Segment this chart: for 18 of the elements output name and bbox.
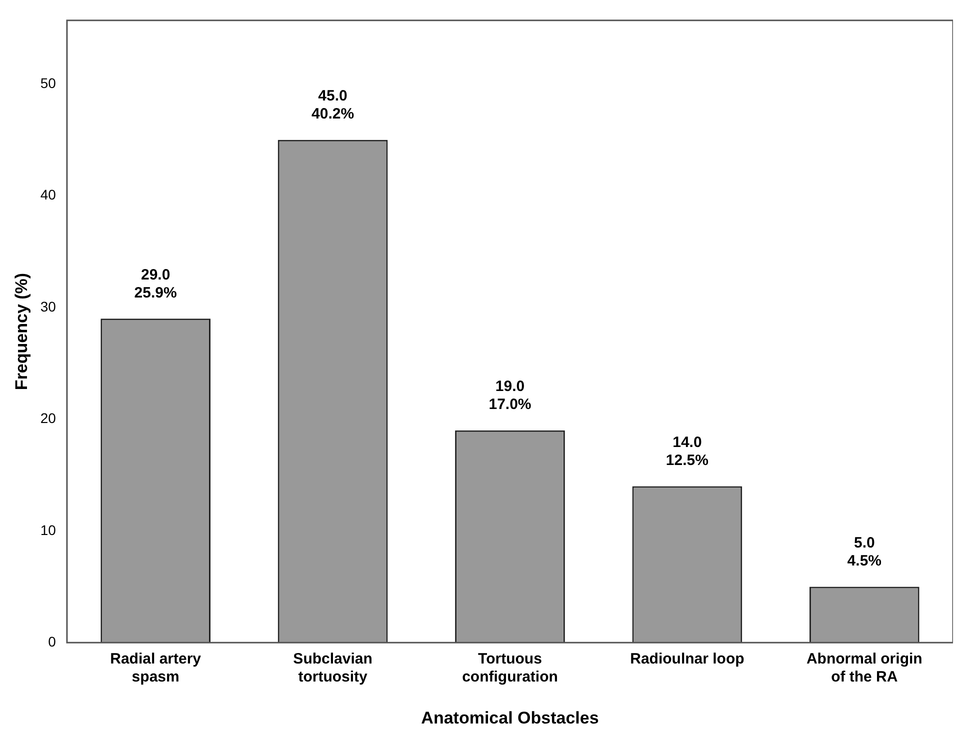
data-label: 14.0 12.5% bbox=[666, 434, 708, 469]
x-tick-label: Subclavian tortuosity bbox=[293, 650, 372, 686]
x-tick-label: Tortuous configuration bbox=[462, 650, 558, 686]
y-tick-label: 30 bbox=[40, 298, 56, 314]
y-tick-label: 20 bbox=[40, 410, 56, 426]
data-label: 45.0 40.2% bbox=[312, 88, 354, 123]
data-label: 19.0 17.0% bbox=[488, 378, 532, 413]
y-tick-label: 40 bbox=[40, 186, 56, 203]
x-axis-title: Anatomical Obstacles bbox=[421, 708, 599, 728]
data-label: 29.0 25.9% bbox=[134, 266, 177, 302]
y-tick-label: 0 bbox=[48, 633, 56, 650]
y-axis-title: Frequency (%) bbox=[12, 272, 31, 390]
x-tick-label: Abnormal origin of the RA bbox=[806, 650, 922, 686]
x-tick-label: Radial artery spasm bbox=[110, 650, 202, 686]
y-tick-label: 10 bbox=[40, 522, 56, 538]
data-label: 5.0 4.5% bbox=[847, 534, 882, 570]
x-tick-label: Radioulnar loop bbox=[630, 650, 744, 668]
y-tick-label: 50 bbox=[40, 74, 56, 91]
